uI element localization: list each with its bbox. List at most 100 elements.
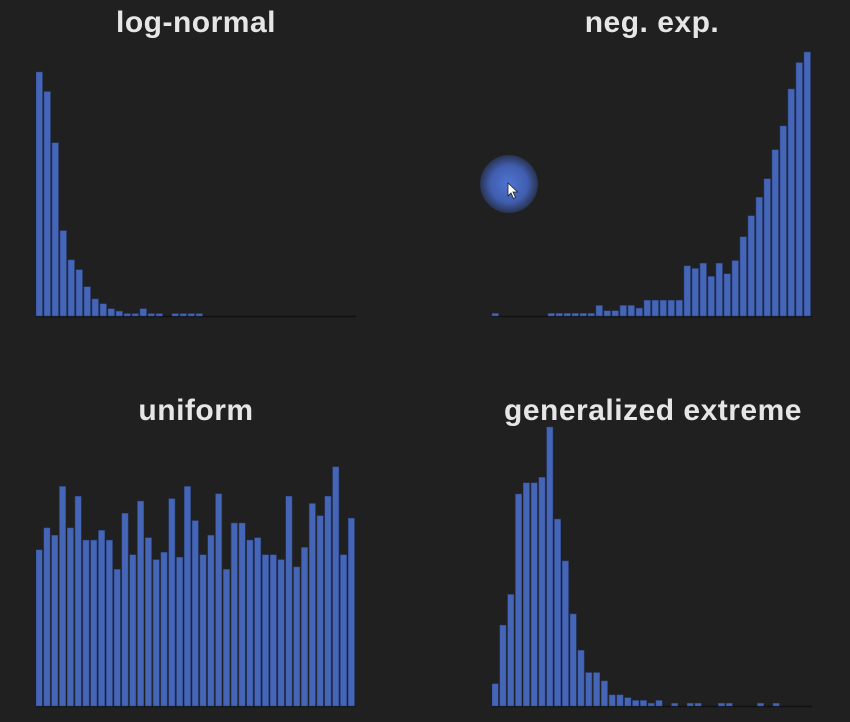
histogram-bar <box>593 672 601 707</box>
histogram-bar <box>137 500 145 707</box>
histogram-bar <box>199 554 207 707</box>
histogram-bar <box>83 286 91 317</box>
histogram-bar <box>707 276 715 317</box>
histogram-bar <box>75 269 83 317</box>
histogram-bar <box>763 178 771 317</box>
histogram-bar <box>277 559 285 707</box>
histogram-bar <box>98 530 105 707</box>
histogram-bar <box>757 702 764 707</box>
histogram-bar <box>90 539 98 707</box>
histogram-bar <box>340 554 347 707</box>
histogram-bar <box>507 594 515 707</box>
histogram-bar <box>547 313 555 317</box>
histogram-bar <box>779 125 787 317</box>
histogram-bar <box>82 539 90 707</box>
histogram-bar <box>563 313 571 317</box>
histogram-bar <box>803 51 811 317</box>
histogram-bar <box>616 694 624 707</box>
histogram-bar <box>530 482 538 707</box>
histogram-bar <box>293 566 301 707</box>
histogram-bar <box>36 549 43 707</box>
histogram-bar <box>655 700 663 707</box>
histogram-bar <box>308 503 316 707</box>
histogram-bar <box>624 697 632 707</box>
histogram-bar <box>91 298 99 317</box>
histogram-bar <box>691 268 699 317</box>
histogram-bar <box>787 88 795 317</box>
histogram-bar <box>207 534 215 707</box>
histogram-bar <box>129 554 137 707</box>
histogram-bar <box>651 299 659 317</box>
histogram-bar <box>795 62 803 317</box>
histogram-bar <box>585 672 593 707</box>
histogram-bar <box>619 305 627 317</box>
histogram-bar <box>123 313 131 317</box>
histogram-bar <box>131 313 139 317</box>
histogram-bar <box>499 624 507 707</box>
histogram-bar <box>715 262 723 317</box>
chart-title-uniform: uniform <box>138 394 254 427</box>
histogram-bar <box>238 522 246 707</box>
histogram-bar <box>191 520 199 707</box>
histogram-bar <box>262 554 269 707</box>
histogram-bar <box>184 486 191 707</box>
histogram-bar <box>492 683 499 707</box>
histogram-bar <box>659 299 667 317</box>
histogram-neg-exp <box>492 51 812 318</box>
histogram-bar <box>51 142 59 317</box>
histogram-bar <box>67 259 75 317</box>
histogram-bar <box>36 71 43 317</box>
histogram-bar <box>285 495 293 707</box>
histogram-bar <box>145 537 152 707</box>
histogram-bar <box>577 649 585 707</box>
histogram-bar <box>640 700 647 707</box>
histogram-bar <box>601 680 608 707</box>
histogram-bar <box>522 482 530 707</box>
histogram-bar <box>215 493 223 707</box>
histogram-bar <box>269 554 277 707</box>
histogram-bar <box>771 149 779 317</box>
histogram-bar <box>755 196 763 317</box>
histogram-bar <box>555 313 563 317</box>
histogram-bar <box>115 310 123 317</box>
histogram-bar <box>324 495 332 707</box>
histogram-bar <box>147 313 155 317</box>
histogram-bar <box>747 215 755 317</box>
histogram-bar <box>772 702 780 707</box>
histogram-bar <box>718 702 725 707</box>
histogram-bar <box>332 466 340 707</box>
histogram-bar <box>579 313 587 317</box>
histogram-bar <box>546 426 554 707</box>
histogram-bar <box>230 522 238 707</box>
histogram-bar <box>632 700 640 707</box>
histogram-bar <box>187 313 195 317</box>
histogram-bar <box>107 308 115 317</box>
histogram-bar <box>66 527 74 707</box>
histogram-bar <box>675 299 683 317</box>
histogram-bar <box>316 515 324 707</box>
histogram-bar <box>643 299 651 317</box>
histogram-bar <box>635 307 643 317</box>
histogram-log-normal <box>36 71 356 318</box>
histogram-bar <box>254 537 262 707</box>
histogram-bar <box>105 539 113 707</box>
pointer-arrow-icon <box>507 182 519 200</box>
histogram-bar <box>571 313 579 317</box>
histogram-bar <box>347 517 355 707</box>
histogram-bar <box>121 512 129 707</box>
histogram-bar <box>492 313 499 317</box>
chart-title-generalized-extreme: generalized extreme <box>504 394 802 427</box>
histogram-bar <box>723 273 731 317</box>
chart-title-log-normal: log-normal <box>116 6 276 39</box>
histogram-bar <box>694 702 702 707</box>
histogram-bar <box>515 493 522 707</box>
histogram-bar <box>59 230 67 317</box>
histogram-bar <box>647 702 655 707</box>
histogram-bar <box>538 476 546 707</box>
histogram-bar <box>671 702 679 707</box>
histogram-bar <box>731 260 739 317</box>
histogram-generalized-extreme <box>492 426 812 708</box>
histogram-bar <box>43 527 51 707</box>
histogram-bar <box>686 702 694 707</box>
